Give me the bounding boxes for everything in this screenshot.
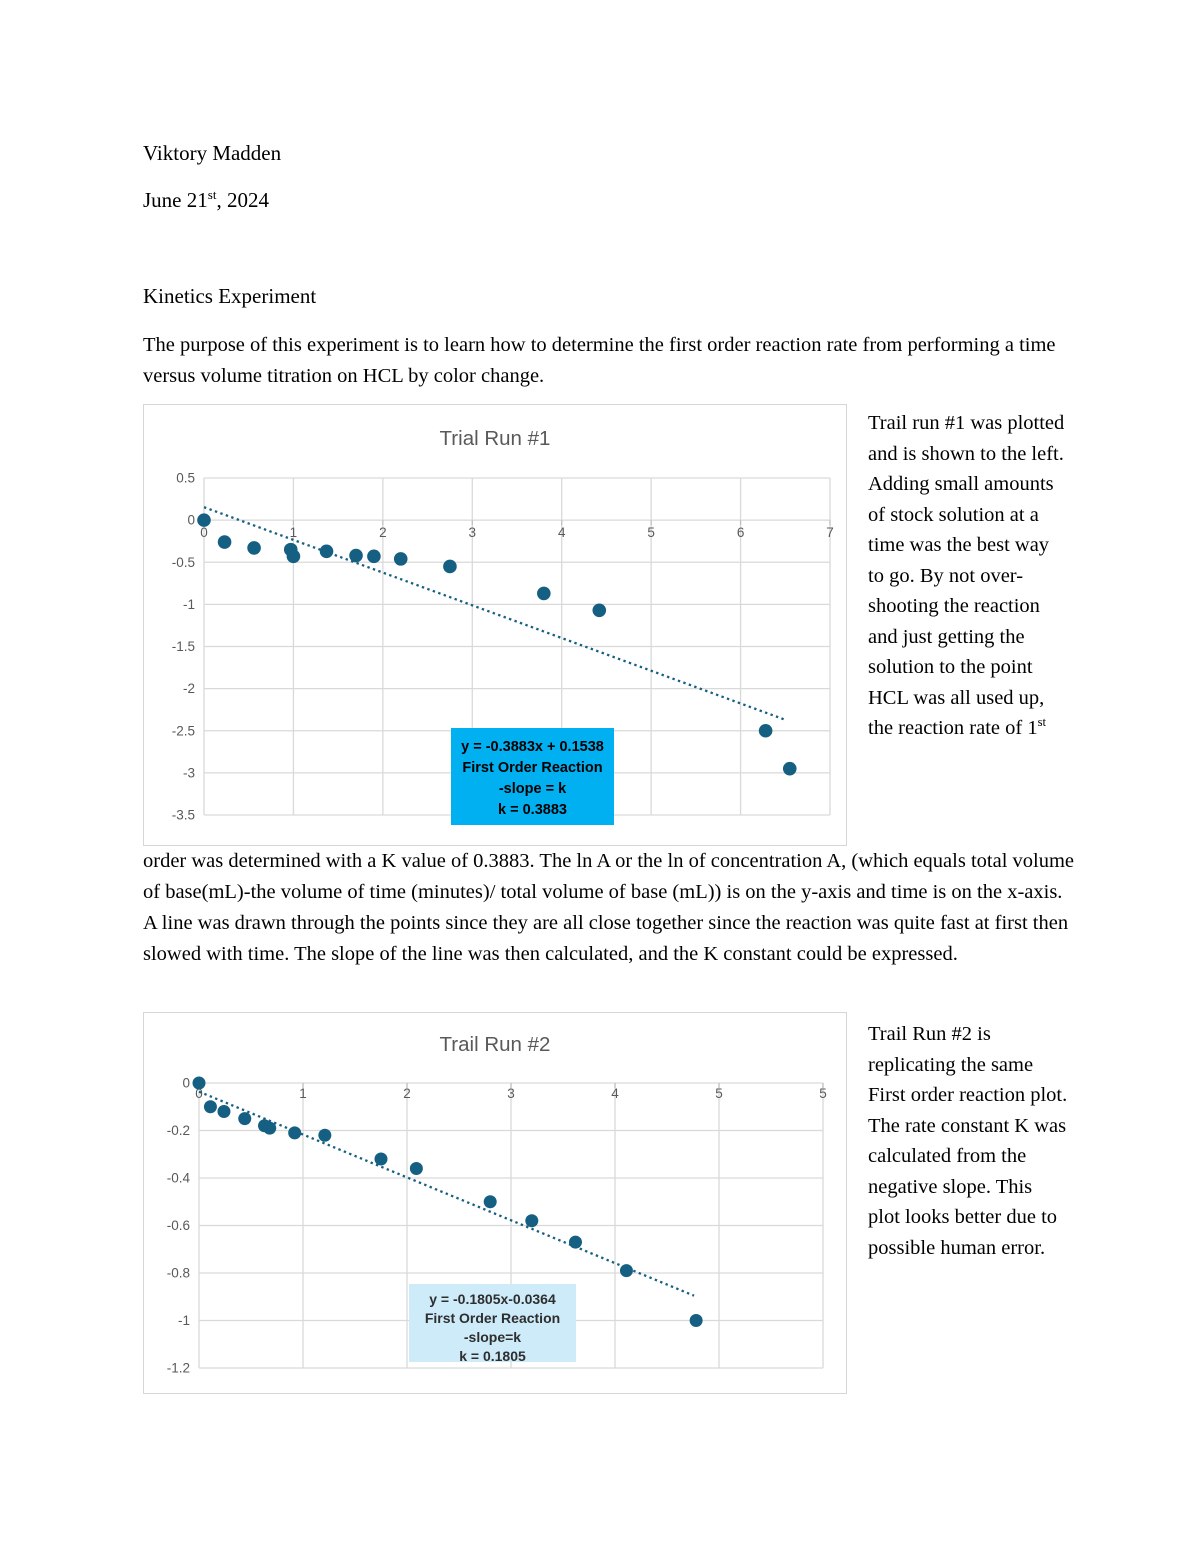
data-point: [525, 1214, 539, 1228]
data-point: [367, 549, 381, 564]
data-point: [217, 535, 232, 549]
data-points: [197, 513, 797, 776]
svg-text:-0.2: -0.2: [167, 1123, 190, 1138]
svg-text:-2.5: -2.5: [172, 723, 195, 738]
svg-text:0.5: 0.5: [176, 471, 195, 486]
svg-text:6: 6: [737, 525, 745, 540]
section-heading: Kinetics Experiment: [143, 284, 317, 308]
chart-title: Trail Run #2: [440, 1033, 551, 1056]
data-point: [192, 1076, 206, 1090]
svg-text:k = 0.1805: k = 0.1805: [459, 1348, 526, 1364]
svg-text:-3: -3: [183, 765, 195, 780]
data-point: [619, 1264, 633, 1278]
svg-text:4: 4: [611, 1086, 619, 1101]
data-point: [782, 761, 797, 776]
data-point: [592, 603, 607, 618]
svg-text:2: 2: [379, 525, 387, 540]
data-point: [197, 513, 211, 527]
svg-text:-0.6: -0.6: [167, 1218, 190, 1233]
data-point: [217, 1105, 231, 1118]
data-point: [689, 1314, 703, 1327]
data-point: [286, 549, 301, 564]
data-point: [393, 552, 408, 566]
svg-text:k = 0.3883: k = 0.3883: [498, 802, 567, 818]
chart-title: Trial Run #1: [440, 427, 551, 450]
data-point: [247, 541, 261, 555]
data-point: [568, 1235, 582, 1249]
svg-text:-2: -2: [183, 681, 195, 696]
data-point: [349, 548, 363, 563]
side-note-1-text: Trail run #1 was plotted and is shown to…: [868, 412, 1065, 739]
data-point: [374, 1152, 388, 1166]
svg-text:-0.5: -0.5: [172, 555, 195, 570]
intro-paragraph: The purpose of this experiment is to lea…: [143, 334, 1056, 387]
svg-text:0: 0: [182, 1076, 190, 1091]
date-suffix: , 2024: [216, 188, 269, 212]
svg-text:y = -0.3883x + 0.1538: y = -0.3883x + 0.1538: [461, 739, 604, 755]
svg-text:y = -0.1805x-0.0364: y = -0.1805x-0.0364: [429, 1291, 556, 1307]
svg-text:-3.5: -3.5: [172, 808, 195, 823]
svg-text:0: 0: [187, 513, 195, 528]
chart-trial-run-1: Trial Run #1 0 1 2 3 4 5 6 7 0.5 0 -0.5 -1 -1.5 -2 -2.5…: [143, 404, 847, 846]
svg-text:4: 4: [558, 525, 566, 540]
side-note-1: Trail run #1 was plotted and is shown to…: [868, 408, 1068, 744]
data-point: [537, 586, 551, 601]
date-prefix: June 21: [143, 188, 208, 212]
svg-text:-1.5: -1.5: [172, 639, 195, 654]
svg-text:5: 5: [715, 1086, 723, 1101]
side-note-2: Trail Run #2 is replicating the same Fir…: [868, 1023, 1068, 1259]
svg-text:-1: -1: [178, 1313, 190, 1328]
x-axis-labels: 0 1 2 3 4 5 5: [195, 1086, 827, 1101]
date-line: June 21st, 2024: [143, 188, 269, 213]
data-point: [483, 1195, 497, 1209]
svg-text:First Order Reaction: First Order Reaction: [425, 1310, 560, 1326]
data-point: [758, 723, 773, 738]
svg-text:0: 0: [195, 1086, 203, 1101]
x-axis-labels: 0 1 2 3 4 5 6 7: [200, 525, 834, 540]
trendline: [203, 506, 786, 721]
data-point: [318, 1128, 332, 1142]
svg-text:-0.8: -0.8: [167, 1266, 190, 1281]
chart-trail-run-2: Trail Run #2 0 1 2 3 4 5 5 0 -0.2 -0.4 -0.6 -0.8 -1 -1…: [143, 1012, 847, 1394]
svg-text:5: 5: [647, 525, 655, 540]
svg-text:3: 3: [469, 525, 477, 540]
svg-text:2: 2: [403, 1086, 411, 1101]
svg-text:1: 1: [299, 1086, 307, 1101]
author-name: Viktory Madden: [143, 141, 282, 165]
data-point: [409, 1162, 423, 1175]
svg-text:First Order Reaction: First Order Reaction: [462, 760, 602, 776]
y-axis-labels: 0 -0.2 -0.4 -0.6 -0.8 -1 -1.2: [167, 1076, 191, 1376]
data-point: [263, 1121, 277, 1135]
svg-text:5: 5: [819, 1086, 827, 1101]
trendline: [198, 1090, 695, 1297]
data-point: [288, 1126, 302, 1140]
svg-text:-1: -1: [183, 597, 195, 612]
svg-text:0: 0: [200, 525, 208, 540]
annotation-box: y = -0.3883x + 0.1538 First Order Reactio…: [451, 728, 614, 825]
svg-text:-1.2: -1.2: [167, 1361, 190, 1376]
data-point: [203, 1100, 217, 1114]
annotation-box: y = -0.1805x-0.0364 First Order Reaction -…: [409, 1284, 576, 1364]
data-point: [319, 544, 334, 559]
data-point: [238, 1112, 252, 1126]
svg-text:-slope = k: -slope = k: [499, 781, 567, 797]
body-paragraph: order was determined with a K value of 0…: [143, 850, 1074, 965]
scatter-plot-trail-run-2: Trail Run #2 0 1 2 3 4 5 5 0 -0.2 -0.4 -0.6 -0.8 -1 -1…: [167, 1033, 827, 1376]
svg-text:-0.4: -0.4: [167, 1171, 191, 1186]
scatter-plot-trial-run-1: Trial Run #1 0 1 2 3 4 5 6 7 0.5 0 -0.5 -1 -1.5 -2 -2.5…: [172, 427, 834, 825]
svg-text:-slope=k: -slope=k: [464, 1329, 521, 1345]
y-axis-labels: 0.5 0 -0.5 -1 -1.5 -2 -2.5 -3 -3.5: [172, 471, 195, 823]
svg-text:1: 1: [290, 525, 298, 540]
svg-text:7: 7: [826, 525, 834, 540]
data-point: [443, 559, 457, 574]
date-superscript: st: [207, 187, 217, 202]
svg-text:3: 3: [507, 1086, 515, 1101]
data-points: [192, 1076, 703, 1327]
side-note-1-superscript: st: [1037, 715, 1047, 730]
